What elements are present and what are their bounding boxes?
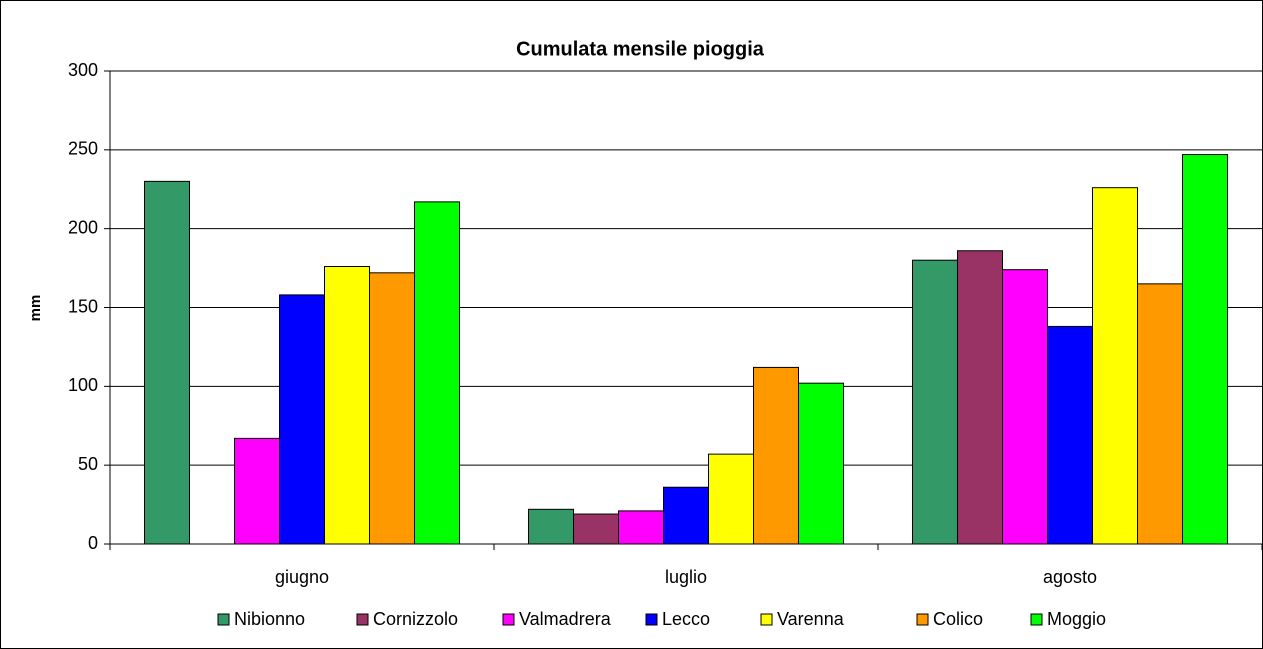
bar bbox=[957, 250, 1003, 545]
y-tick-label: 150 bbox=[68, 296, 98, 316]
legend-swatch bbox=[1030, 613, 1043, 626]
x-tick-label: agosto bbox=[1043, 567, 1097, 587]
bar bbox=[1182, 154, 1228, 545]
legend-swatch bbox=[760, 613, 773, 626]
bar bbox=[528, 508, 574, 545]
bar bbox=[324, 266, 370, 545]
y-tick-label: 0 bbox=[88, 533, 98, 553]
bar bbox=[144, 180, 190, 545]
bar bbox=[414, 201, 460, 545]
bar bbox=[1047, 325, 1093, 545]
bar bbox=[234, 437, 280, 545]
bar bbox=[1002, 269, 1048, 545]
legend-swatch bbox=[645, 613, 658, 626]
bar bbox=[753, 366, 799, 545]
y-axis-label: mm bbox=[27, 295, 44, 322]
bar bbox=[279, 294, 325, 545]
legend-label: Cornizzolo bbox=[373, 609, 458, 629]
x-tick-label: giugno bbox=[275, 567, 329, 587]
legend-label: Valmadrera bbox=[519, 609, 612, 629]
legend-label: Colico bbox=[933, 609, 983, 629]
y-tick-label: 300 bbox=[68, 60, 98, 80]
y-tick-label: 250 bbox=[68, 139, 98, 159]
bar bbox=[1137, 283, 1183, 545]
bar bbox=[798, 382, 844, 545]
legend-swatch bbox=[916, 613, 929, 626]
chart-title: Cumulata mensile pioggia bbox=[516, 38, 765, 60]
legend-label: Varenna bbox=[777, 609, 845, 629]
bar bbox=[369, 272, 415, 545]
legend-swatch bbox=[502, 613, 515, 626]
y-tick-label: 50 bbox=[78, 454, 98, 474]
legend-swatch bbox=[217, 613, 230, 626]
legend-label: Moggio bbox=[1047, 609, 1106, 629]
legend-swatch bbox=[356, 613, 369, 626]
y-tick-label: 100 bbox=[68, 375, 98, 395]
x-tick-label: luglio bbox=[665, 567, 707, 587]
bar bbox=[618, 510, 664, 545]
bar bbox=[663, 486, 709, 545]
legend-label: Lecco bbox=[662, 609, 710, 629]
bar bbox=[912, 259, 958, 545]
legend-label: Nibionno bbox=[234, 609, 305, 629]
bar bbox=[1092, 187, 1138, 545]
bar bbox=[708, 453, 754, 545]
bar bbox=[573, 513, 619, 545]
y-tick-label: 200 bbox=[68, 217, 98, 237]
